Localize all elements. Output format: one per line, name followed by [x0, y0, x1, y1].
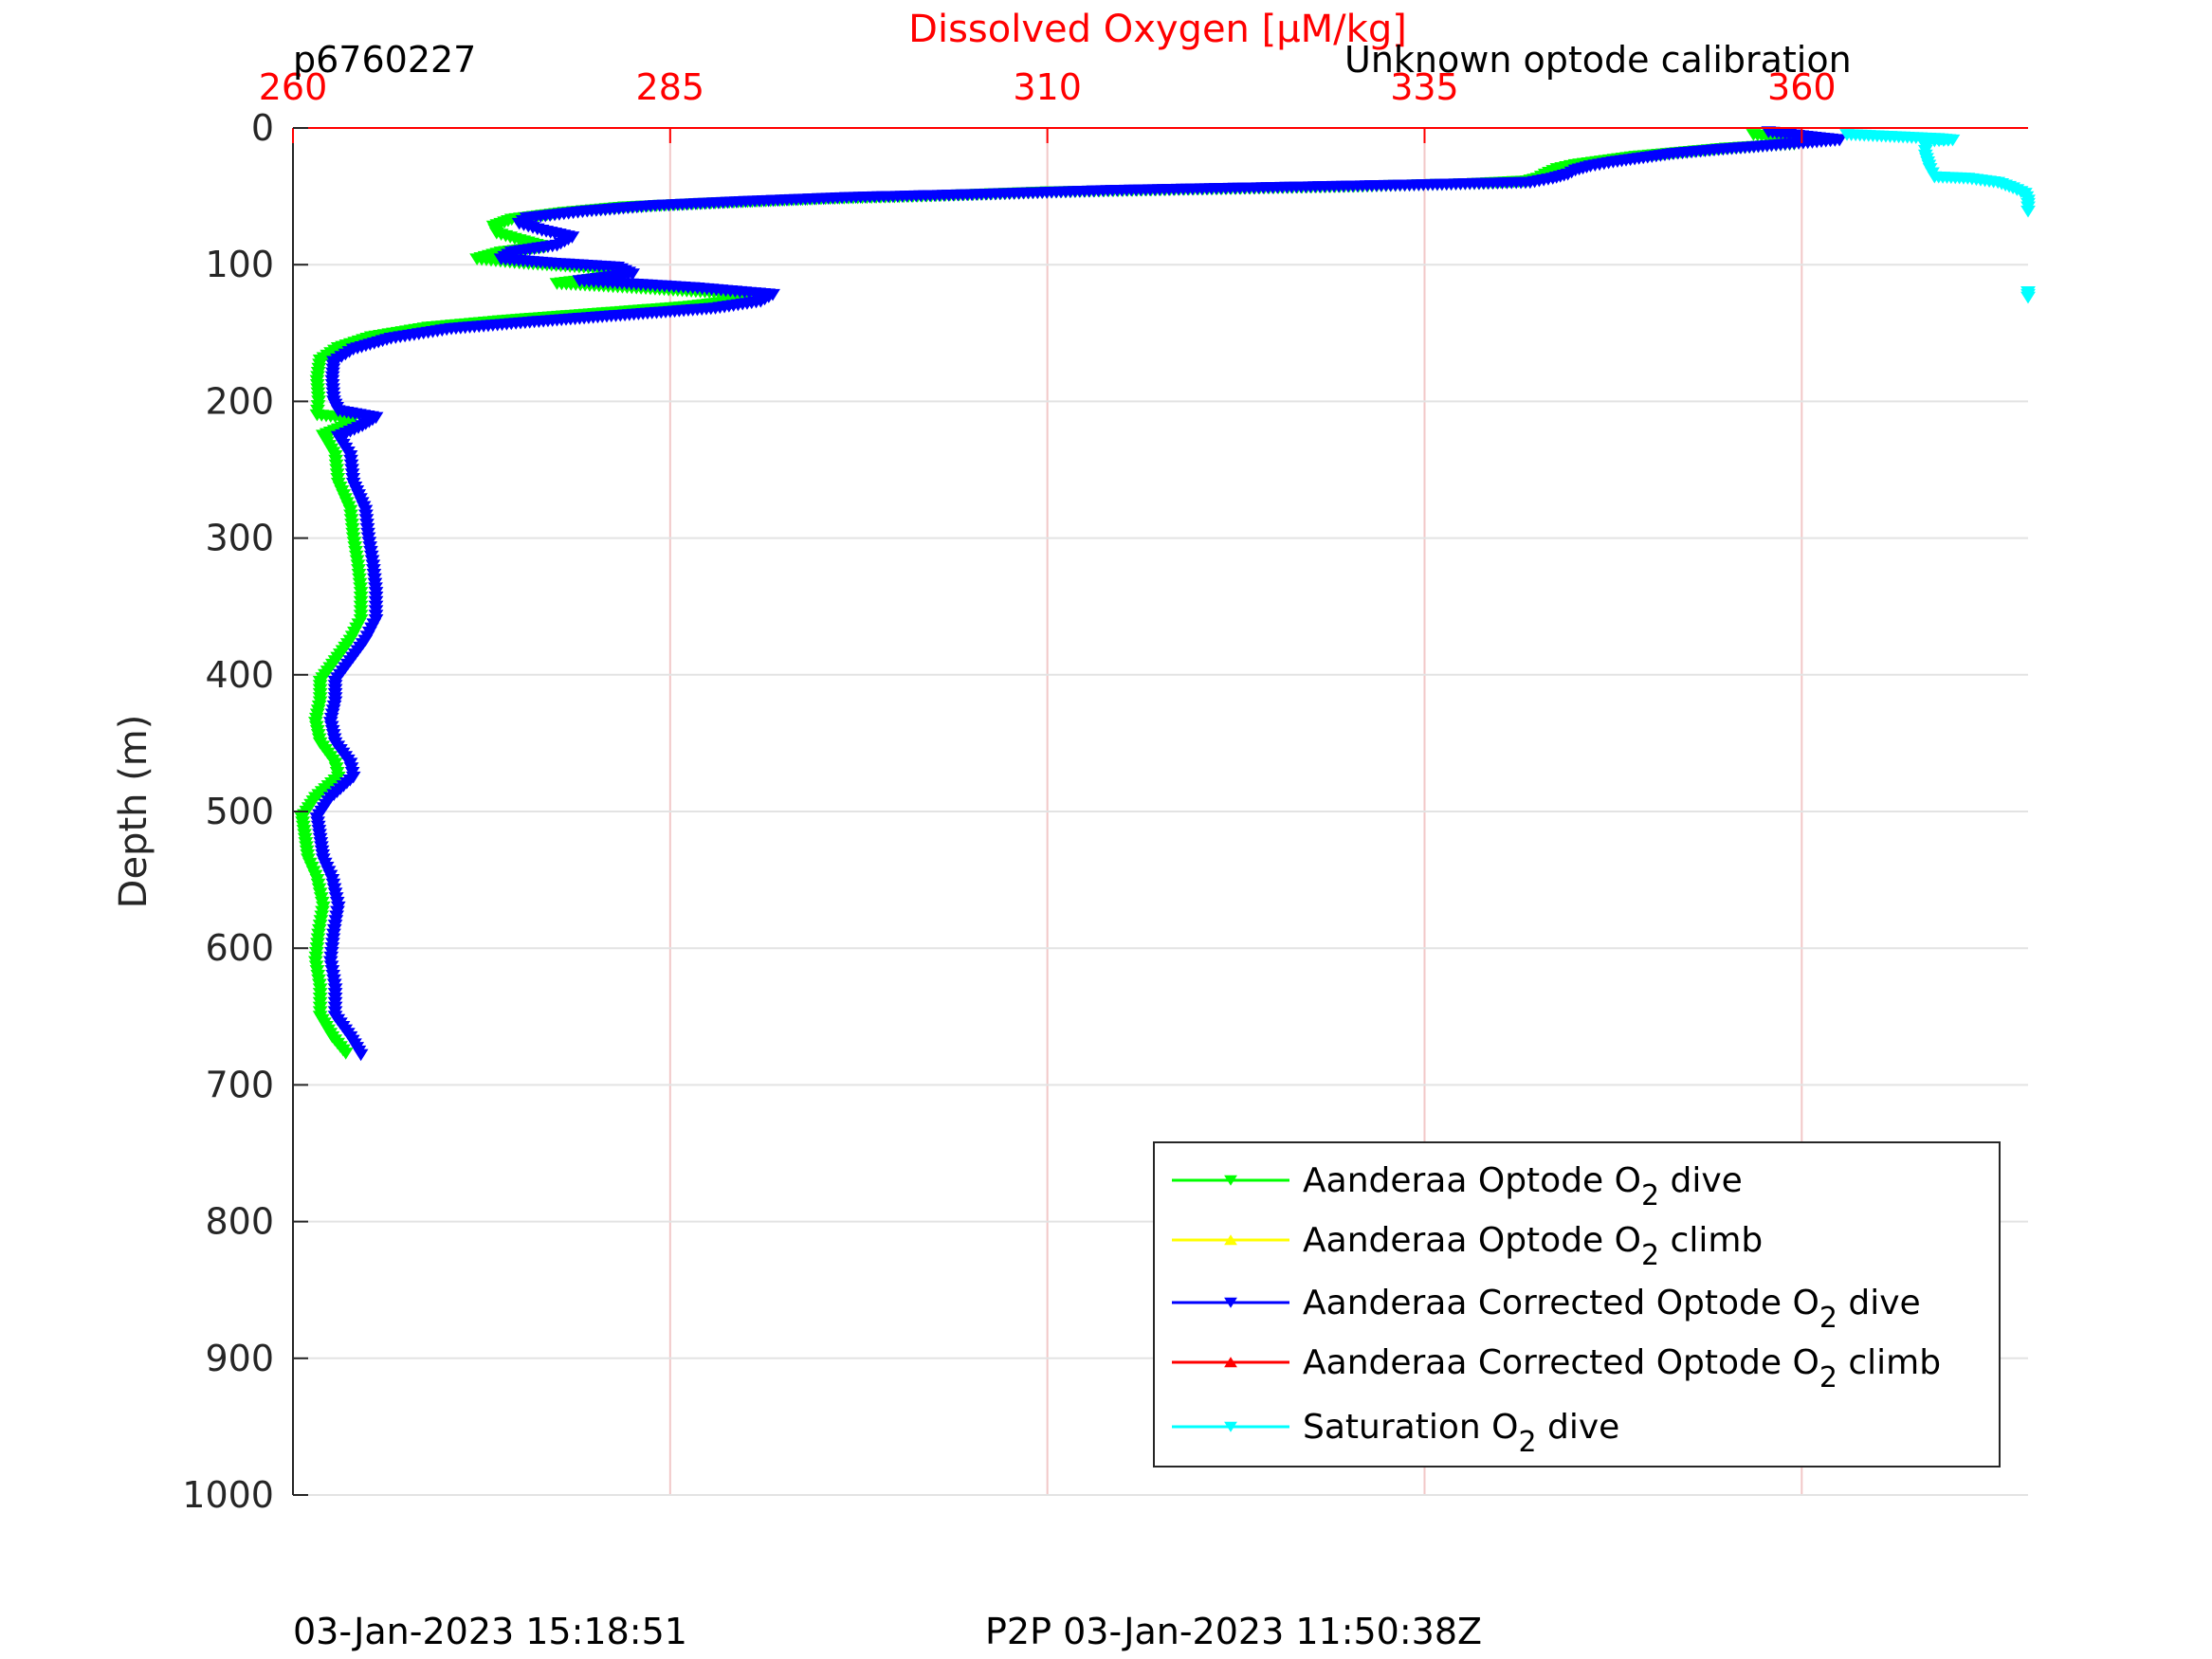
axes: 260 285 310 335 360 0 100 200 300 400 500 600 700 800… — [182, 66, 2028, 1516]
series-saturation-o2-dive — [1839, 129, 2036, 304]
y-axis-label: Depth (m) — [112, 715, 155, 909]
chart-title-right: Unknown optode calibration — [1344, 39, 1852, 81]
legend-marker — [1224, 1234, 1237, 1246]
legend-label: Aanderaa Optode O2 dive — [1303, 1161, 1743, 1212]
x-tick-label: 310 — [1013, 66, 1082, 108]
x-tick-label: 335 — [1390, 66, 1459, 108]
legend-item: Aanderaa Corrected Optode O2 climb — [1172, 1343, 1941, 1395]
y-tick-label: 0 — [251, 107, 274, 149]
y-tick-label: 400 — [205, 654, 274, 696]
y-tick-label: 600 — [205, 927, 274, 969]
y-tick-label: 100 — [205, 244, 274, 285]
legend-item: Aanderaa Optode O2 climb — [1172, 1221, 1763, 1272]
legend-label: Aanderaa Corrected Optode O2 climb — [1303, 1343, 1941, 1395]
chart-title-left: p6760227 — [293, 39, 476, 81]
legend-label: Saturation O2 dive — [1303, 1408, 1619, 1459]
legend-label: Aanderaa Corrected Optode O2 dive — [1303, 1284, 1921, 1335]
x-tick-label: 285 — [636, 66, 705, 108]
data-point — [2020, 291, 2036, 304]
series-line — [315, 130, 1842, 1056]
y-tick-label: 900 — [205, 1338, 274, 1379]
data-point — [338, 1048, 354, 1060]
x-axis-label: Dissolved Oxygen [μM/kg] — [908, 8, 1407, 51]
legend-label: Aanderaa Optode O2 climb — [1303, 1221, 1763, 1272]
legend-item: Aanderaa Corrected Optode O2 dive — [1172, 1284, 1921, 1335]
data-point — [2020, 205, 2036, 218]
footer-timestamp: 03-Jan-2023 15:18:51 — [293, 1611, 687, 1652]
x-tick-label: 360 — [1767, 66, 1837, 108]
legend-marker — [1224, 1421, 1237, 1432]
y-tick-label: 200 — [205, 380, 274, 422]
x-tick-label: 260 — [259, 66, 328, 108]
legend: Aanderaa Optode O2 dive Aanderaa Optode O… — [1153, 1141, 2001, 1468]
y-tick-label: 1000 — [182, 1474, 274, 1516]
legend-marker — [1224, 1297, 1237, 1308]
y-tick-label: 500 — [205, 791, 274, 832]
legend-box — [1153, 1141, 2001, 1468]
y-tick-label: 800 — [205, 1201, 274, 1243]
legend-item: Aanderaa Optode O2 dive — [1172, 1161, 1743, 1212]
legend-marker — [1224, 1357, 1237, 1368]
footer-p2p-timestamp: P2P 03-Jan-2023 11:50:38Z — [985, 1611, 1482, 1652]
data-point — [353, 1048, 369, 1062]
y-tick-label: 300 — [205, 518, 274, 559]
legend-item: Saturation O2 dive — [1172, 1408, 1619, 1459]
series-layer — [294, 126, 2036, 1062]
series-aanderaa-corrected-optode-o2-dive — [309, 126, 1847, 1062]
y-tick-label: 700 — [205, 1064, 274, 1105]
legend-marker — [1224, 1175, 1237, 1186]
